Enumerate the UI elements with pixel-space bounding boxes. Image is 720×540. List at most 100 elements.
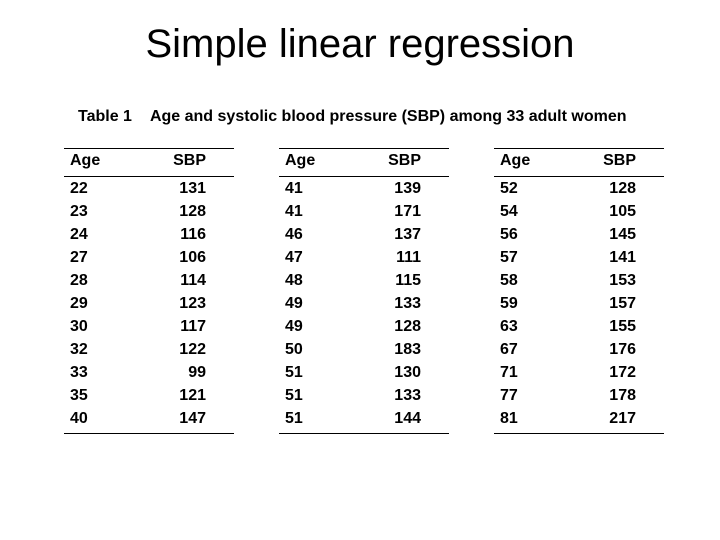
table-row: 49133 xyxy=(279,292,449,315)
table-header-row: Age SBP xyxy=(494,149,664,177)
table-row: 77178 xyxy=(494,384,664,407)
col-header-sbp: SBP xyxy=(588,149,665,177)
cell-age: 54 xyxy=(494,200,588,223)
table-row: 51133 xyxy=(279,384,449,407)
table-row: 51130 xyxy=(279,361,449,384)
table-row: 57141 xyxy=(494,246,664,269)
cell-age: 71 xyxy=(494,361,588,384)
cell-sbp: 147 xyxy=(158,407,235,433)
table-row: 29123 xyxy=(64,292,234,315)
table-caption-text: Age and systolic blood pressure (SBP) am… xyxy=(150,108,627,125)
table-row: 41139 xyxy=(279,177,449,201)
cell-age: 58 xyxy=(494,269,588,292)
cell-age: 51 xyxy=(279,361,373,384)
col-header-age: Age xyxy=(494,149,588,177)
table-row: 22131 xyxy=(64,177,234,201)
data-table: Age SBP 22131 23128 24116 27106 28114 29… xyxy=(64,148,234,434)
cell-age: 30 xyxy=(64,315,158,338)
table-row: 28114 xyxy=(64,269,234,292)
cell-sbp: 128 xyxy=(373,315,450,338)
cell-sbp: 111 xyxy=(373,246,450,269)
cell-age: 41 xyxy=(279,177,373,201)
cell-age: 77 xyxy=(494,384,588,407)
cell-sbp: 123 xyxy=(158,292,235,315)
cell-sbp: 144 xyxy=(373,407,450,433)
cell-age: 56 xyxy=(494,223,588,246)
col-header-age: Age xyxy=(64,149,158,177)
slide: Simple linear regression Table 1 Age and … xyxy=(0,0,720,540)
table-row: 81217 xyxy=(494,407,664,433)
data-table: Age SBP 41139 41171 46137 47111 48115 49… xyxy=(279,148,449,434)
table-row: 71172 xyxy=(494,361,664,384)
table-row: 50183 xyxy=(279,338,449,361)
table-row: 35121 xyxy=(64,384,234,407)
table-row: 58153 xyxy=(494,269,664,292)
table-number: Table 1 xyxy=(78,108,132,125)
cell-sbp: 139 xyxy=(373,177,450,201)
cell-sbp: 128 xyxy=(588,177,665,201)
cell-sbp: 171 xyxy=(373,200,450,223)
table-row: 59157 xyxy=(494,292,664,315)
cell-sbp: 155 xyxy=(588,315,665,338)
cell-age: 52 xyxy=(494,177,588,201)
table-header-row: Age SBP xyxy=(279,149,449,177)
table-caption: Table 1 Age and systolic blood pressure (… xyxy=(78,108,626,126)
cell-age: 63 xyxy=(494,315,588,338)
cell-age: 28 xyxy=(64,269,158,292)
cell-sbp: 114 xyxy=(158,269,235,292)
table-row: 52128 xyxy=(494,177,664,201)
cell-sbp: 137 xyxy=(373,223,450,246)
cell-sbp: 105 xyxy=(588,200,665,223)
cell-sbp: 145 xyxy=(588,223,665,246)
cell-age: 59 xyxy=(494,292,588,315)
cell-sbp: 99 xyxy=(158,361,235,384)
cell-sbp: 131 xyxy=(158,177,235,201)
table-row: 30117 xyxy=(64,315,234,338)
cell-age: 49 xyxy=(279,292,373,315)
cell-sbp: 183 xyxy=(373,338,450,361)
table-row: 40147 xyxy=(64,407,234,433)
cell-age: 23 xyxy=(64,200,158,223)
cell-age: 48 xyxy=(279,269,373,292)
table-row: 47111 xyxy=(279,246,449,269)
cell-age: 67 xyxy=(494,338,588,361)
table-row: 23128 xyxy=(64,200,234,223)
table-header-row: Age SBP xyxy=(64,149,234,177)
cell-sbp: 116 xyxy=(158,223,235,246)
table-row: 46137 xyxy=(279,223,449,246)
table-row: 41171 xyxy=(279,200,449,223)
table-panel-2: Age SBP 41139 41171 46137 47111 48115 49… xyxy=(279,148,449,434)
table-row: 27106 xyxy=(64,246,234,269)
cell-age: 49 xyxy=(279,315,373,338)
cell-age: 41 xyxy=(279,200,373,223)
cell-age: 81 xyxy=(494,407,588,433)
page-title: Simple linear regression xyxy=(0,22,720,67)
cell-sbp: 106 xyxy=(158,246,235,269)
table-row: 49128 xyxy=(279,315,449,338)
cell-sbp: 115 xyxy=(373,269,450,292)
cell-age: 24 xyxy=(64,223,158,246)
table-row: 51144 xyxy=(279,407,449,433)
cell-age: 29 xyxy=(64,292,158,315)
cell-sbp: 128 xyxy=(158,200,235,223)
cell-age: 40 xyxy=(64,407,158,433)
table-row: 54105 xyxy=(494,200,664,223)
cell-age: 22 xyxy=(64,177,158,201)
table-row: 24116 xyxy=(64,223,234,246)
cell-sbp: 122 xyxy=(158,338,235,361)
col-header-sbp: SBP xyxy=(158,149,235,177)
table-row: 56145 xyxy=(494,223,664,246)
cell-sbp: 133 xyxy=(373,292,450,315)
table-panel-3: Age SBP 52128 54105 56145 57141 58153 59… xyxy=(494,148,664,434)
table-panel-1: Age SBP 22131 23128 24116 27106 28114 29… xyxy=(64,148,234,434)
cell-age: 50 xyxy=(279,338,373,361)
table-row: 67176 xyxy=(494,338,664,361)
cell-sbp: 117 xyxy=(158,315,235,338)
cell-age: 32 xyxy=(64,338,158,361)
table-row: 3399 xyxy=(64,361,234,384)
col-header-age: Age xyxy=(279,149,373,177)
cell-sbp: 141 xyxy=(588,246,665,269)
table-row: 32122 xyxy=(64,338,234,361)
cell-age: 51 xyxy=(279,407,373,433)
cell-age: 35 xyxy=(64,384,158,407)
